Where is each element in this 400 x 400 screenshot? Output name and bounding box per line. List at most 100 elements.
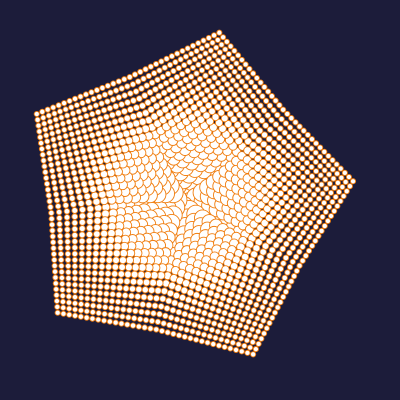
dot <box>55 304 60 309</box>
dot <box>275 112 280 117</box>
dot <box>228 64 233 69</box>
dot <box>211 33 216 38</box>
dot <box>177 80 183 86</box>
dot <box>140 302 146 308</box>
dot <box>258 255 264 261</box>
dot <box>104 114 110 120</box>
dot <box>79 207 85 213</box>
dot <box>181 86 187 92</box>
dot <box>61 191 67 197</box>
dot <box>244 269 250 275</box>
dot <box>246 263 253 270</box>
dot <box>120 314 125 319</box>
dot <box>97 158 104 165</box>
dot <box>84 193 90 199</box>
dot <box>314 178 319 183</box>
dot <box>136 96 142 102</box>
dot <box>285 270 290 275</box>
dot <box>304 160 309 165</box>
dot <box>224 105 230 111</box>
dot <box>319 228 324 233</box>
dot <box>284 204 290 210</box>
dot <box>190 65 195 70</box>
dot <box>212 75 217 80</box>
dot <box>53 192 58 197</box>
dot <box>173 60 178 65</box>
dot <box>192 80 198 86</box>
dot <box>59 263 64 268</box>
dot <box>57 135 62 140</box>
dot <box>218 301 224 307</box>
dot <box>245 75 250 80</box>
dot <box>40 109 45 114</box>
dot <box>259 291 265 297</box>
dot <box>340 184 345 189</box>
dot <box>216 343 221 348</box>
dot <box>86 257 92 263</box>
dot <box>79 270 84 275</box>
dot <box>189 51 194 56</box>
dot <box>125 271 132 278</box>
dot <box>199 91 205 97</box>
dot <box>62 127 67 132</box>
dot <box>215 329 220 334</box>
dot <box>203 325 208 330</box>
dot <box>87 105 92 110</box>
dot <box>163 313 169 319</box>
dot <box>108 148 115 155</box>
dot <box>130 278 136 284</box>
dot <box>54 198 59 203</box>
dot <box>72 288 77 293</box>
dot <box>235 294 241 300</box>
dot <box>266 274 272 280</box>
dot <box>277 103 282 108</box>
dot <box>222 310 228 316</box>
dot <box>75 130 80 135</box>
dot <box>178 326 183 331</box>
dot <box>46 145 51 150</box>
dot <box>62 101 67 106</box>
dot <box>196 100 203 107</box>
dot <box>96 317 101 322</box>
dot <box>311 192 316 197</box>
dot <box>267 103 272 108</box>
dot <box>128 91 134 97</box>
dot <box>114 147 122 155</box>
dot <box>249 80 254 85</box>
dot <box>246 319 251 324</box>
dot <box>136 79 141 84</box>
dot <box>57 233 62 238</box>
dot <box>222 289 228 295</box>
dot <box>201 38 206 43</box>
dot <box>310 183 315 188</box>
dot <box>278 126 284 132</box>
dot <box>56 167 61 172</box>
dot <box>270 283 276 289</box>
dot <box>103 305 108 310</box>
dot <box>72 144 78 150</box>
dot <box>254 302 259 307</box>
dot <box>95 109 101 115</box>
dot <box>298 198 304 204</box>
dot <box>94 218 101 225</box>
dot <box>302 216 308 222</box>
dot <box>214 104 220 110</box>
dot <box>233 334 238 339</box>
dot <box>190 329 195 334</box>
dot <box>342 170 347 175</box>
dot <box>201 59 206 64</box>
dot <box>228 44 233 49</box>
dot <box>69 105 74 110</box>
dot <box>199 339 204 344</box>
dot <box>53 117 58 122</box>
dot <box>128 300 134 306</box>
dot <box>200 317 206 323</box>
dot <box>82 155 88 161</box>
dot <box>183 54 188 59</box>
dot <box>253 334 258 339</box>
dot <box>266 307 271 312</box>
dot <box>167 62 172 67</box>
dot <box>60 121 65 126</box>
dot <box>110 292 116 298</box>
dot <box>309 155 314 160</box>
